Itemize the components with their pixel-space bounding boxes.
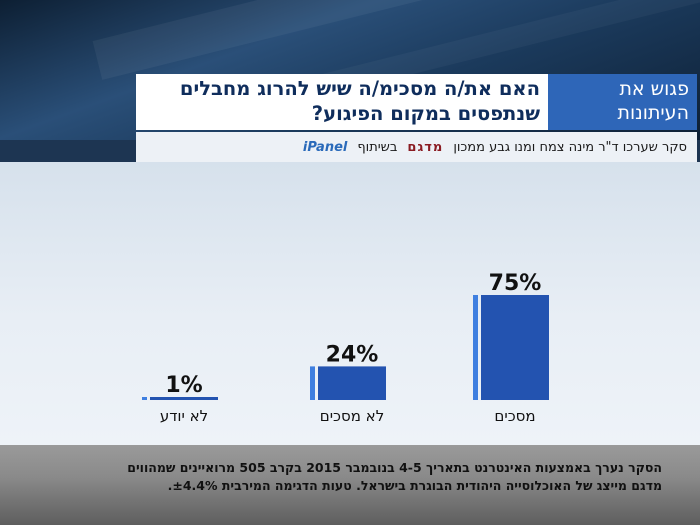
category-label-1: מסכים xyxy=(494,407,535,425)
bar-1 xyxy=(481,295,549,400)
survey-credit-text: סקר שערכו ד"ר מינה צמח ומנו גבע ממכון xyxy=(453,139,687,155)
question-line-1: האם את/ה מסכימ/ה שיש להרוג מחבלים xyxy=(179,77,540,100)
survey-credit-bar: סקר שערכו ד"ר מינה צמח ומנו גבע ממכון מד… xyxy=(136,132,697,162)
partner-word: בשיתוף xyxy=(357,139,398,155)
value-label-3: 1% xyxy=(165,373,202,398)
question-title: האם את/ה מסכימ/ה שיש להרוג מחבלים שנתפסי… xyxy=(136,74,548,130)
methodology-line-1: הסקר נערך באמצעות האינטרנט בתאריך 4-5 בנ… xyxy=(127,460,662,475)
bar-2 xyxy=(318,366,386,400)
value-label-1: 75% xyxy=(489,271,542,296)
bar-accent-1 xyxy=(473,295,478,400)
partner-logo: iPanel xyxy=(302,139,348,155)
question-line-2: שנתפסים במקום הפיגוע? xyxy=(311,102,540,125)
bar-3 xyxy=(150,397,218,400)
survey-methodology-note: הסקר נערך באמצעות האינטרנט בתאריך 4-5 בנ… xyxy=(22,459,662,495)
program-brand: פגוש את העיתונות xyxy=(548,74,697,130)
value-label-2: 24% xyxy=(326,342,379,367)
brand-label: פגוש את העיתונות xyxy=(617,78,690,124)
bar-accent-3 xyxy=(142,397,147,400)
category-label-3: לא יודע xyxy=(160,407,208,425)
footer-bar xyxy=(0,445,700,525)
bar-accent-2 xyxy=(310,366,315,400)
category-label-2: לא מסכים xyxy=(320,407,384,425)
institute-logo: מדגם xyxy=(407,139,444,155)
methodology-line-2: מדגם מייצג של האוכלוסייה היהודית הבוגרת … xyxy=(167,478,662,493)
